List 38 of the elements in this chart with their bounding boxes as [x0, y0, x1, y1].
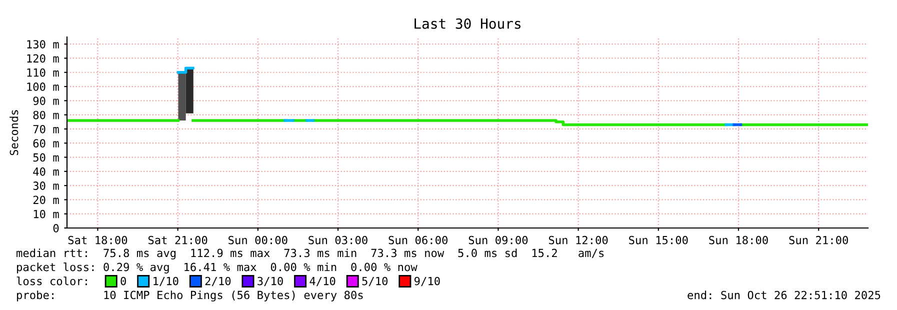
text: end: Sun Oct 26 22:51:10 2025 — [688, 290, 880, 300]
y-tick-label: 40 m — [33, 167, 59, 176]
legend-label: 4/10 — [310, 276, 336, 286]
text: median rtt: 75.8 ms avg 112.9 ms max 73.3 ms min 73.3 ms now 5.0 ms sd 15.2 am/s — [16, 248, 604, 260]
text: packet loss: 0.29 % avg 16.41 % max 0.00 % min 0.00 % now — [17, 262, 418, 274]
y-tick-label: 20 m — [33, 196, 59, 204]
y-tick-label: 90 m — [33, 96, 59, 106]
x-tick-label: Sat 18:00 — [68, 236, 128, 244]
y-tick-label: 130 m — [27, 40, 59, 48]
text: loss color: — [16, 276, 87, 286]
y-tick-label: 110 m — [27, 68, 59, 77]
x-tick-label: Sun 12:00 — [548, 236, 608, 244]
legend-label: 1/10 — [154, 276, 178, 286]
legend-label: 2/10 — [205, 276, 231, 286]
x-tick-label: Sun 09:00 — [468, 236, 528, 244]
y-axis-title: Seconds — [10, 110, 18, 156]
legend-label: 3/10 — [258, 276, 283, 286]
y-tick-label: 50 m — [33, 153, 59, 162]
x-tick-label: Sun 21:00 — [789, 236, 848, 244]
legend-label: 9/10 — [414, 276, 440, 286]
y-tick-label: 70 m — [33, 124, 59, 134]
text: probe: 10 ICMP Echo Pings (56 Bytes) every 80s — [17, 290, 363, 302]
legend-label: 0 — [120, 276, 126, 286]
y-tick-label: 120 m — [27, 54, 59, 63]
y-tick-label: 100 m — [27, 82, 59, 91]
x-tick-label: Sun 18:00 — [709, 236, 768, 244]
legend-label: 5/10 — [362, 276, 388, 286]
y-tick-label: 30 m — [33, 182, 59, 190]
x-tick-label: Sat 21:00 — [148, 236, 208, 244]
y-tick-label: 60 m — [33, 139, 59, 148]
x-tick-label: Sun 06:00 — [388, 236, 448, 244]
x-tick-label: Sun 00:00 — [228, 236, 288, 244]
chart-title: Last 30 Hours — [414, 18, 520, 29]
y-tick-label: 10 m — [34, 210, 59, 218]
y-tick-label: 0 — [53, 224, 59, 232]
x-tick-label: Sun 03:00 — [308, 236, 368, 244]
y-tick-label: 80 m — [33, 110, 59, 120]
x-tick-label: Sun 15:00 — [629, 236, 688, 244]
